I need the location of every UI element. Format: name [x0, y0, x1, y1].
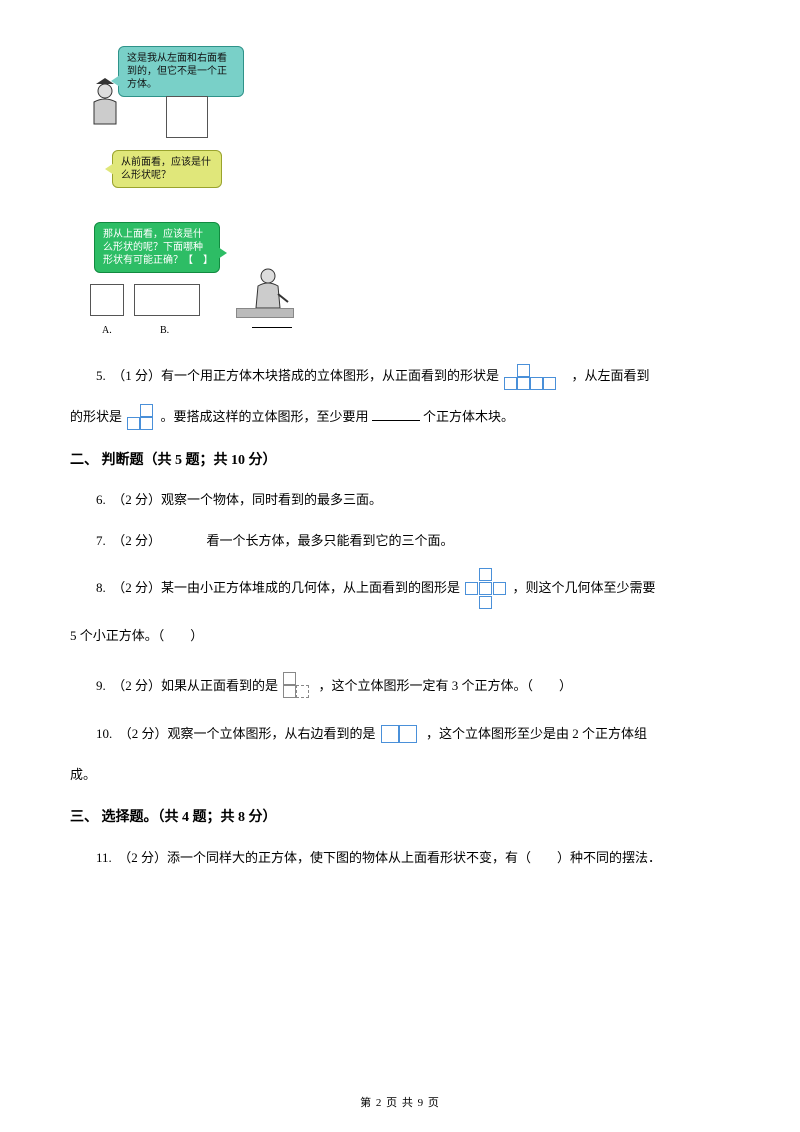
q9-b: ，这个立体图形一定有 3 个正方体。（ ）: [319, 678, 573, 693]
square-view-box: [166, 96, 208, 138]
bubble-tail-icon: [105, 163, 114, 175]
speech-bubble-green: 那从上面看，应该是什么形状的呢？下面哪种形状有可能正确？【 】: [94, 222, 220, 273]
question-11: 11. （2 分）添一个同样大的正方体，使下图的物体从上面看形状不变，有（ ）种…: [70, 844, 730, 873]
question-5-line1: 5. （1 分）有一个用正方体木块搭成的立体图形，从正面看到的形状是 ，从左面看…: [70, 362, 730, 391]
q5-line2b: 。要搭成这样的立体图形，至少要用: [161, 409, 369, 424]
q9-shape: [283, 672, 313, 702]
question-10-line2: 成。: [70, 761, 730, 790]
question-6: 6. （2 分）观察一个物体，同时看到的最多三面。: [70, 486, 730, 515]
bubble-tail-icon: [218, 247, 227, 259]
option-b-shape: [134, 284, 200, 316]
question-5-line2: 的形状是 。要搭成这样的立体图形，至少要用 个正方体木块。: [70, 403, 730, 432]
option-b-label: B.: [160, 320, 169, 342]
option-a-shape: [90, 284, 124, 316]
question-8-line1: 8. （2 分）某一由小正方体堆成的几何体，从上面看到的图形是 ，则这个几何体至…: [70, 568, 730, 610]
speech-bubble-bottom: 从前面看，应该是什么形状呢？: [112, 150, 222, 188]
question-8-line2: 5 个小正方体。（ ）: [70, 622, 730, 651]
fill-blank[interactable]: [372, 407, 420, 421]
page-footer: 第 2 页 共 9 页: [0, 1094, 800, 1110]
student-icon: [88, 78, 122, 128]
speech-bubble-top: 这是我从左面和右面看到的，但它不是一个正方体。: [118, 46, 244, 97]
figure-q4-bottom: 那从上面看，应该是什么形状的呢？下面哪种形状有可能正确？【 】 A. B.: [70, 222, 306, 342]
q5-left-view-shape: [127, 404, 155, 432]
q10-b: ，这个立体图形至少是由 2 个正方体组: [426, 726, 647, 741]
bubble-top-text: 这是我从左面和右面看到的，但它不是一个正方体。: [127, 53, 227, 90]
question-7: 7. （2 分） 看一个长方体，最多只能看到它的三个面。: [70, 527, 730, 556]
bubble-bot-text: 从前面看，应该是什么形状呢？: [121, 157, 211, 181]
section-3-heading: 三、 选择题。（共 4 题；共 8 分）: [70, 803, 730, 834]
question-10-line1: 10. （2 分）观察一个立体图形，从右边看到的是 ，这个立体图形至少是由 2 …: [70, 720, 730, 749]
section-2-heading: 二、 判断题（共 5 题；共 10 分）: [70, 446, 730, 477]
page-content: 这是我从左面和右面看到的，但它不是一个正方体。 从前面看，应该是什么形状呢？ 那…: [70, 46, 730, 873]
q5-mid: ，从左面看到: [572, 368, 650, 383]
bubble-green-text: 那从上面看，应该是什么形状的呢？下面哪种形状有可能正确？【 】: [103, 229, 213, 266]
q9-a: 9. （2 分）如果从正面看到的是: [96, 678, 278, 693]
q8-a: 8. （2 分）某一由小正方体堆成的几何体，从上面看到的图形是: [96, 580, 460, 595]
q8-b: ，则这个几何体至少需要: [513, 580, 656, 595]
q5-line2a: 的形状是: [70, 409, 122, 424]
q5-front-view-shape: [504, 364, 566, 390]
q5-prefix: 5. （1 分）有一个用正方体木块搭成的立体图形，从正面看到的形状是: [96, 368, 499, 383]
option-a-label: A.: [102, 320, 112, 342]
answer-blank: [252, 327, 292, 328]
question-9: 9. （2 分）如果从正面看到的是 ，这个立体图形一定有 3 个正方体。（ ）: [70, 672, 730, 702]
q5-line2c: 个正方体木块。: [423, 409, 514, 424]
q10-shape: [381, 725, 421, 745]
desk-icon: [236, 308, 294, 318]
figure-q4-top: 这是我从左面和右面看到的，但它不是一个正方体。 从前面看，应该是什么形状呢？: [70, 46, 260, 196]
q8-cross-shape: [465, 568, 507, 610]
q10-a: 10. （2 分）观察一个立体图形，从右边看到的是: [96, 726, 376, 741]
